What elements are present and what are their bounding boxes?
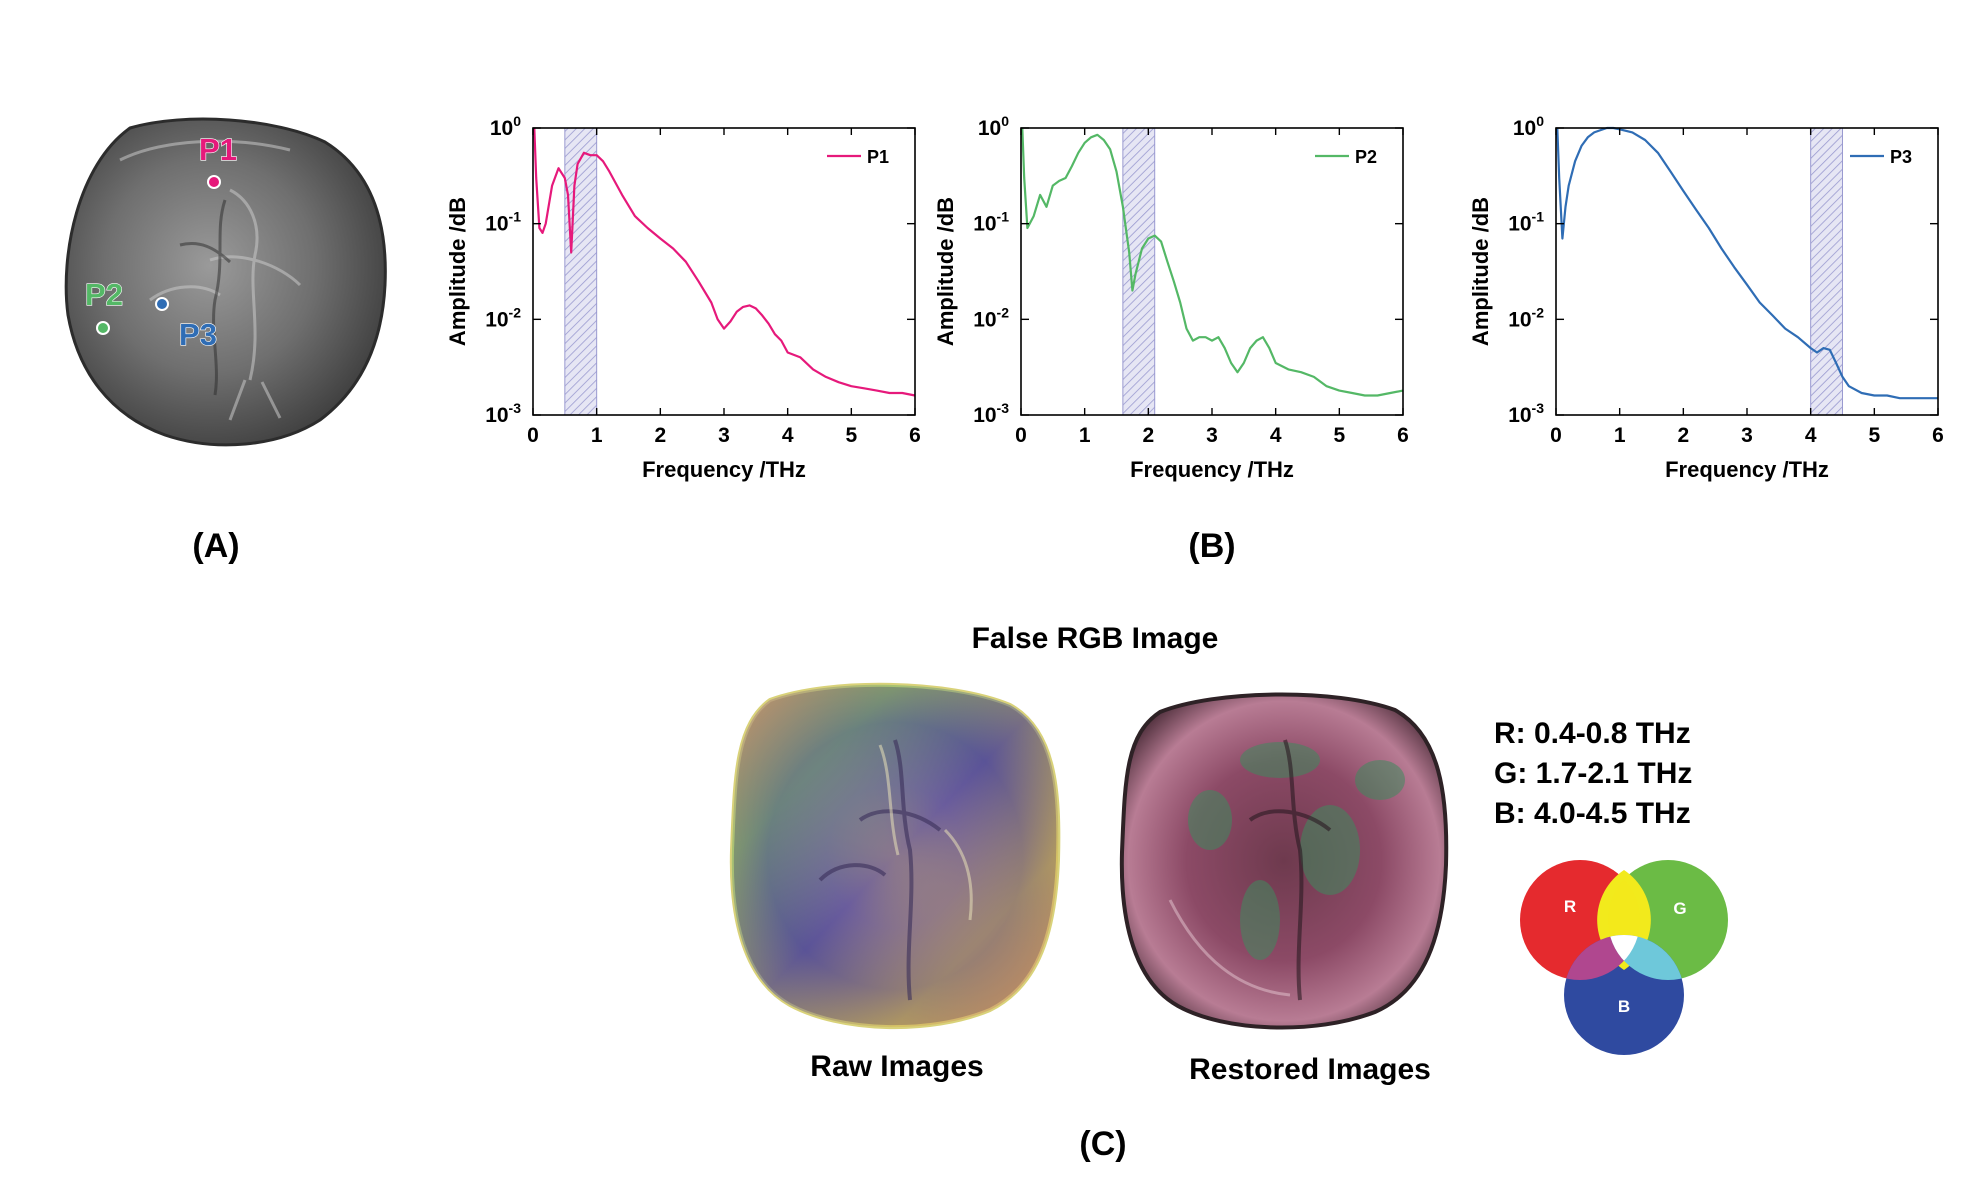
marker-p1-label: P1 (199, 132, 237, 167)
x-tick-label: 3 (718, 424, 730, 447)
x-axis-label: Frequency /THz (1665, 457, 1829, 482)
series-line-p2 (1021, 127, 1404, 397)
chart-2: P2 0 1 2 3 4 5 6 100 10-1 10-2 10-3 Frequency /THz Am… (933, 113, 1409, 482)
x-axis-label: Frequency /THz (1130, 457, 1294, 482)
y-tick-label: 10-3 (973, 400, 1009, 427)
highlight-band (564, 127, 598, 416)
marker-p3-label: P3 (179, 317, 217, 352)
raw-coin-image (729, 682, 1061, 1030)
coin-shadow (179, 199, 232, 396)
x-tick-label: 3 (1206, 424, 1218, 447)
x-axis-label: Frequency /THz (642, 457, 806, 482)
panel-a: P1 P2 P3 (A) (64, 117, 387, 565)
x-tick-label: 5 (1333, 424, 1345, 447)
y-tick-label: 100 (978, 113, 1009, 140)
x-tick-label: 4 (1270, 424, 1282, 447)
x-tick-label: 5 (1868, 424, 1880, 447)
panel-c: False RGB Image Raw Images (729, 622, 1728, 1163)
x-tick-label: 1 (1079, 424, 1091, 447)
panel-b-label: (B) (1188, 527, 1235, 565)
series-line-p3 (1556, 126, 1938, 400)
band-b: B: 4.0-4.5 THz (1494, 797, 1691, 830)
coin-photo (64, 117, 387, 447)
y-tick-label: 10-2 (973, 304, 1009, 331)
y-axis-label: Amplitude /dB (1468, 197, 1493, 346)
marker-p2 (96, 321, 110, 335)
chart-1: P1 0 1 2 3 4 5 6 100 10-1 10-2 10-3 Frequency /THz Am… (445, 113, 921, 482)
legend-label: P1 (867, 147, 889, 167)
x-tick-label: 6 (1397, 424, 1409, 447)
y-tick-label: 10-3 (485, 400, 521, 427)
highlight-band (1122, 127, 1156, 416)
y-tick-label: 10-1 (485, 209, 521, 236)
x-tick-label: 0 (1015, 424, 1027, 447)
raw-images-label: Raw Images (810, 1050, 983, 1083)
y-axis-label: Amplitude /dB (933, 197, 958, 346)
x-tick-label: 1 (591, 424, 603, 447)
plot-frame (1020, 127, 1404, 416)
x-tick-label: 2 (654, 424, 666, 447)
x-tick-label: 0 (1550, 424, 1562, 447)
x-tick-label: 0 (527, 424, 539, 447)
x-tick-label: 2 (1677, 424, 1689, 447)
x-tick-label: 1 (1614, 424, 1626, 447)
x-tick-label: 4 (1805, 424, 1817, 447)
panel-c-title: False RGB Image (972, 622, 1219, 655)
y-tick-label: 10-3 (1508, 400, 1544, 427)
x-tick-label: 3 (1741, 424, 1753, 447)
y-axis-label: Amplitude /dB (445, 197, 470, 346)
x-tick-label: 6 (909, 424, 921, 447)
legend-label: P2 (1355, 147, 1377, 167)
marker-p1 (207, 175, 221, 189)
legend-label: P3 (1890, 147, 1912, 167)
venn-label-g: G (1673, 899, 1686, 918)
x-tick-label: 2 (1142, 424, 1154, 447)
y-tick-label: 100 (1513, 113, 1544, 140)
panel-c-label: (C) (1079, 1125, 1126, 1163)
coin-relief (119, 139, 302, 421)
plot-frame (1555, 127, 1939, 416)
venn-label-r: R (1564, 897, 1576, 916)
venn-label-b: B (1618, 997, 1630, 1016)
y-tick-label: 10-1 (1508, 209, 1544, 236)
marker-p3 (155, 297, 169, 311)
restored-coin-image (1119, 692, 1449, 1030)
rgb-venn-diagram: R G B (1520, 860, 1728, 1055)
y-tick-label: 10-1 (973, 209, 1009, 236)
restored-images-label: Restored Images (1189, 1053, 1431, 1086)
series-line-p1 (533, 127, 916, 397)
panel-a-label: (A) (192, 527, 239, 565)
y-tick-label: 10-2 (485, 304, 521, 331)
band-r: R: 0.4-0.8 THz (1494, 717, 1691, 750)
chart-3: P3 0 1 2 3 4 5 6 100 10-1 10-2 10-3 Frequency /THz Am… (1468, 113, 1944, 482)
band-g: G: 1.7-2.1 THz (1494, 757, 1692, 790)
y-tick-label: 100 (490, 113, 521, 140)
y-tick-label: 10-2 (1508, 304, 1544, 331)
x-tick-label: 5 (845, 424, 857, 447)
highlight-band (1810, 127, 1843, 416)
x-tick-label: 4 (782, 424, 794, 447)
x-tick-label: 6 (1932, 424, 1944, 447)
marker-p2-label: P2 (85, 277, 123, 312)
